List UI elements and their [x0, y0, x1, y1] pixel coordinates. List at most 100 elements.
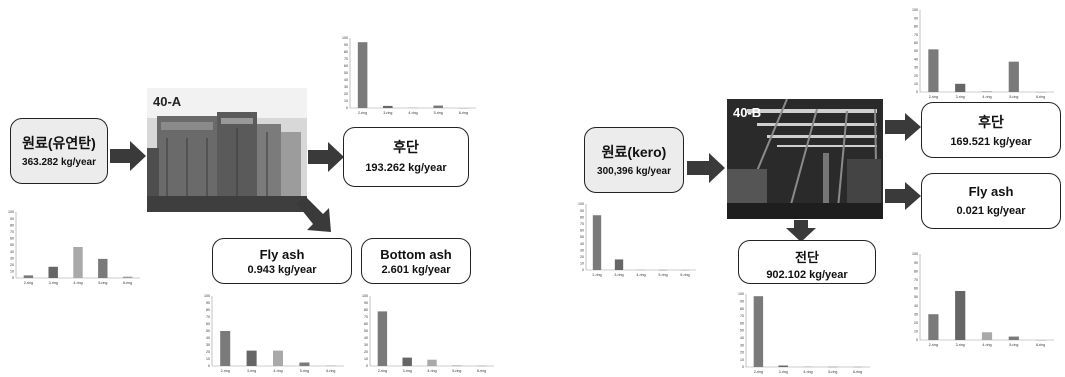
- x-tick-label: 2-ring: [378, 369, 387, 373]
- x-tick-label: 4-ring: [73, 281, 82, 285]
- plant-photo-b: 40-B: [727, 99, 883, 219]
- bar-3-ring: [48, 266, 58, 278]
- y-tick-label: 100: [362, 294, 368, 298]
- source-title-b: 원료(kero): [601, 144, 667, 160]
- bar-5-ring: [433, 105, 443, 108]
- y-tick-label: 10: [206, 357, 210, 361]
- output-value-a-fly: 0.943 kg/year: [247, 264, 317, 276]
- source-title-a: 원료(유연탄): [22, 135, 96, 151]
- y-tick-label: 40: [914, 57, 918, 61]
- y-tick-label: 0: [582, 268, 584, 272]
- x-tick-label: 4-ring: [982, 343, 991, 347]
- bar-4-ring: [272, 350, 284, 366]
- x-tick-label: 6-ring: [123, 281, 132, 285]
- output-box-b-front: 전단 902.102 kg/year: [738, 240, 876, 284]
- y-tick-label: 50: [914, 49, 918, 53]
- y-tick-label: 100: [912, 8, 918, 12]
- chart-b-rear: 0 10 20 30 40 50 60 70 80 90 100 2-ring 3-ring 4-ring…: [912, 8, 1054, 99]
- bar-5-ring: [98, 258, 108, 278]
- bar-2-ring: [592, 215, 602, 270]
- y-tick-label: 20: [344, 92, 348, 96]
- x-tick-label: 2-ring: [929, 343, 938, 347]
- bar-2-ring: [928, 314, 939, 340]
- output-title-a-bottom: Bottom ash: [380, 247, 452, 262]
- output-box-a-rear: 후단 193.262 kg/year: [343, 127, 469, 187]
- chart-a-rear: 0 10 20 30 40 50 60 70 80 90 100 2-ring 3-ring 4-ring…: [342, 36, 476, 115]
- output-title-b-rear: 후단: [978, 114, 1004, 130]
- plant-image-b: [727, 99, 883, 219]
- bar-3-ring: [778, 365, 788, 367]
- bar-2-ring: [220, 331, 231, 366]
- y-tick-label: 50: [364, 329, 368, 333]
- y-tick-label: 100: [912, 252, 918, 256]
- y-tick-label: 40: [580, 242, 584, 246]
- y-tick-label: 80: [344, 50, 348, 54]
- y-tick-label: 90: [914, 261, 918, 265]
- x-tick-label: 2-ring: [754, 370, 763, 374]
- x-tick-label: 3-ring: [614, 273, 623, 277]
- y-tick-label: 70: [914, 278, 918, 282]
- y-tick-label: 0: [208, 364, 210, 368]
- y-tick-label: 10: [10, 270, 14, 274]
- x-tick-label: 6-ring: [1036, 95, 1045, 99]
- arrow-plant-to-fly-a: [297, 196, 331, 232]
- y-tick-label: 30: [206, 343, 210, 347]
- x-tick-label: 4-ring: [636, 273, 645, 277]
- output-title-a-rear: 후단: [393, 139, 419, 155]
- y-tick-label: 80: [580, 215, 584, 219]
- y-tick-label: 70: [580, 222, 584, 226]
- y-tick-label: 80: [914, 269, 918, 273]
- y-tick-label: 70: [344, 57, 348, 61]
- x-tick-label: 4-ring: [408, 111, 417, 115]
- y-tick-label: 30: [914, 66, 918, 70]
- y-tick-label: 40: [740, 336, 744, 340]
- y-tick-label: 60: [740, 321, 744, 325]
- x-tick-label: 2-ring: [592, 273, 601, 277]
- y-tick-label: 70: [10, 230, 14, 234]
- output-box-a-fly: Fly ash 0.943 kg/year: [212, 238, 352, 284]
- y-tick-label: 40: [206, 336, 210, 340]
- y-tick-label: 50: [344, 71, 348, 75]
- x-tick-label: 2-ring: [929, 95, 938, 99]
- bar-5-ring: [1008, 336, 1019, 340]
- bar-5-ring: [299, 362, 310, 366]
- x-tick-label: 3-ring: [956, 95, 965, 99]
- y-tick-label: 30: [364, 343, 368, 347]
- output-value-a-bottom: 2.601 kg/year: [381, 264, 451, 276]
- y-tick-label: 90: [344, 43, 348, 47]
- bar-6-ring: [122, 276, 133, 278]
- y-tick-label: 50: [914, 295, 918, 299]
- y-tick-label: 100: [8, 210, 14, 214]
- x-tick-label: 6-ring: [680, 273, 689, 277]
- y-tick-label: 20: [740, 351, 744, 355]
- y-tick-label: 0: [916, 90, 918, 94]
- bar-3-ring: [955, 83, 966, 92]
- x-tick-label: 4-ring: [982, 95, 991, 99]
- y-tick-label: 0: [366, 364, 368, 368]
- bar-3-ring: [383, 105, 393, 108]
- x-tick-label: 5-ring: [1009, 343, 1018, 347]
- y-tick-label: 40: [344, 78, 348, 82]
- x-tick-label: 3-ring: [49, 281, 58, 285]
- x-tick-label: 4-ring: [427, 369, 436, 373]
- x-tick-label: 4-ring: [273, 369, 282, 373]
- bar-2-ring: [377, 311, 388, 366]
- plant-photo-a: 40-A: [147, 88, 307, 212]
- y-tick-label: 40: [10, 250, 14, 254]
- x-tick-label: 6-ring: [477, 369, 486, 373]
- y-tick-label: 90: [206, 301, 210, 305]
- arrow-plant-to-front-b: [786, 220, 816, 242]
- output-value-b-front: 902.102 kg/year: [766, 269, 848, 281]
- y-tick-label: 90: [10, 217, 14, 221]
- y-tick-label: 80: [206, 308, 210, 312]
- bar-4-ring: [981, 91, 993, 92]
- y-tick-label: 100: [738, 292, 744, 296]
- y-tick-label: 0: [916, 338, 918, 342]
- y-tick-label: 70: [206, 315, 210, 319]
- x-tick-label: 3-ring: [383, 111, 392, 115]
- y-tick-label: 60: [344, 64, 348, 68]
- y-tick-label: 60: [580, 229, 584, 233]
- x-tick-label: 6-ring: [326, 369, 335, 373]
- x-tick-label: 6-ring: [459, 111, 468, 115]
- y-tick-label: 90: [364, 301, 368, 305]
